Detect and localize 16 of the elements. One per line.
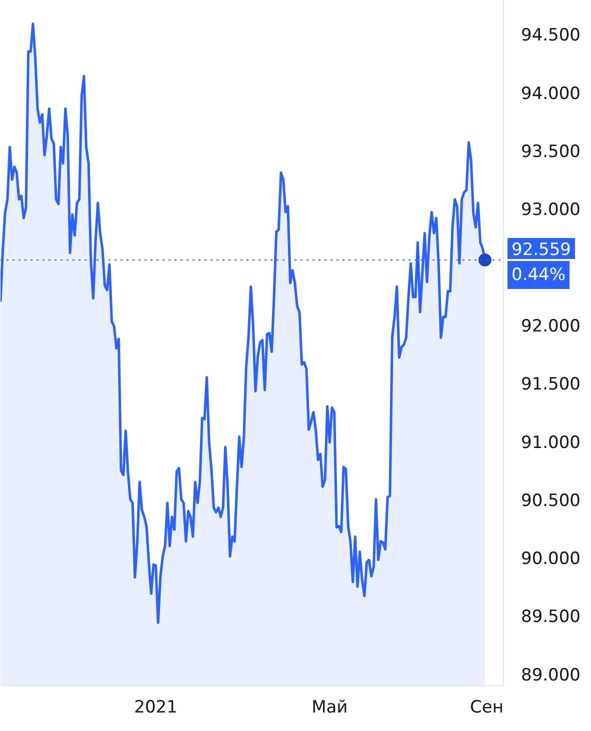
x-tick-label: Сен bbox=[470, 698, 504, 718]
y-tick-label: 91.000 bbox=[521, 432, 580, 453]
y-tick-label: 94.000 bbox=[521, 84, 580, 104]
y-tick-label: 93.500 bbox=[521, 142, 580, 162]
y-tick-label: 89.000 bbox=[521, 665, 580, 686]
ref-line-label: 92.559 bbox=[512, 240, 571, 260]
y-tick-label: 94.500 bbox=[521, 26, 580, 46]
x-tick-label: 2021 bbox=[134, 698, 178, 718]
y-tick-label: 90.500 bbox=[521, 490, 580, 511]
y-tick-label: 92.000 bbox=[521, 316, 580, 336]
text: 0.44% bbox=[512, 264, 566, 285]
y-tick-label: 93.000 bbox=[521, 200, 580, 220]
y-tick-label: 89.500 bbox=[521, 607, 580, 628]
y-tick-label: 91.500 bbox=[521, 374, 580, 395]
x-tick-label: Май bbox=[312, 698, 348, 718]
y-tick-label: 90.000 bbox=[521, 549, 580, 570]
